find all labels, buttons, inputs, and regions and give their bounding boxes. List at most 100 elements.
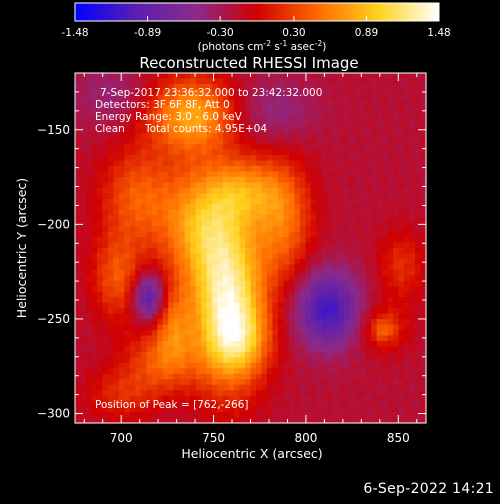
heatmap-cell — [272, 346, 279, 353]
heatmap-cell — [173, 193, 180, 200]
heatmap-cell — [261, 149, 268, 156]
heatmap-cell — [393, 379, 400, 386]
heatmap-cell — [228, 122, 235, 129]
heatmap-cell — [228, 412, 235, 419]
heatmap-cell — [338, 395, 345, 402]
heatmap-cell — [393, 280, 400, 287]
heatmap-cell — [102, 248, 109, 255]
heatmap-cell — [190, 280, 197, 287]
heatmap-cell — [179, 78, 186, 85]
heatmap-cell — [371, 253, 378, 260]
heatmap-cell — [288, 171, 295, 178]
heatmap-cell — [305, 390, 312, 397]
heatmap-cell — [277, 313, 284, 320]
heatmap-cell — [294, 269, 301, 276]
heatmap-cell — [212, 291, 219, 298]
heatmap-cell — [409, 138, 416, 145]
heatmap-cell — [140, 390, 147, 397]
heatmap-cell — [255, 373, 263, 380]
heatmap-cell — [113, 401, 120, 408]
heatmap-cell — [228, 133, 235, 140]
heatmap-cell — [415, 373, 422, 380]
heatmap-cell — [179, 335, 186, 342]
heatmap-cell — [409, 384, 416, 391]
heatmap-cell — [157, 215, 164, 222]
heatmap-cell — [255, 248, 263, 255]
heatmap-cell — [409, 165, 416, 173]
heatmap-cell — [184, 286, 191, 293]
heatmap-cell — [223, 149, 230, 156]
heatmap-cell — [245, 231, 252, 238]
heatmap-cell — [91, 231, 98, 238]
heatmap-cell — [124, 144, 131, 151]
heatmap-cell — [365, 248, 372, 255]
heatmap-cell — [118, 335, 125, 342]
heatmap-cell — [420, 204, 427, 211]
heatmap-cell — [96, 160, 104, 167]
heatmap-cell — [415, 111, 422, 118]
heatmap-cell — [299, 406, 306, 413]
heatmap-cell — [96, 401, 104, 408]
heatmap-cell — [75, 182, 82, 189]
heatmap-cell — [173, 149, 180, 156]
heatmap-cell — [162, 269, 169, 276]
heatmap-cell — [173, 237, 180, 244]
heatmap-cell — [321, 346, 328, 353]
heatmap-cell — [135, 384, 142, 391]
heatmap-cell — [129, 127, 136, 134]
heatmap-cell — [354, 242, 361, 249]
heatmap-cell — [415, 89, 422, 96]
heatmap-cell — [129, 122, 136, 129]
heatmap-cell — [118, 198, 125, 205]
heatmap-cell — [245, 357, 252, 364]
heatmap-cell — [343, 302, 350, 309]
heatmap-cell — [201, 373, 208, 380]
colorbar-tick-label: 1.48 — [427, 27, 450, 39]
heatmap-cell — [140, 155, 147, 162]
heatmap-cell — [398, 94, 405, 101]
heatmap-cell — [107, 138, 114, 145]
heatmap-cell — [223, 237, 230, 244]
heatmap-cell — [118, 291, 125, 298]
heatmap-cell — [157, 390, 164, 397]
heatmap-cell — [250, 231, 257, 238]
heatmap-cell — [261, 379, 268, 386]
heatmap-cell — [305, 176, 312, 183]
heatmap-cell — [234, 237, 241, 244]
heatmap-cell — [277, 264, 284, 271]
heatmap-cell — [338, 351, 345, 358]
heatmap-cell — [266, 324, 274, 331]
heatmap-cell — [255, 275, 263, 282]
heatmap-cell — [382, 362, 389, 369]
heatmap-cell — [173, 319, 180, 326]
heatmap-cell — [184, 133, 191, 140]
heatmap-cell — [343, 111, 350, 118]
heatmap-cell — [305, 133, 312, 140]
heatmap-cell — [91, 368, 98, 375]
heatmap-cell — [261, 100, 268, 107]
heatmap-cell — [387, 100, 394, 107]
heatmap-cell — [305, 286, 312, 293]
heatmap-cell — [354, 248, 361, 255]
heatmap-cell — [129, 373, 136, 380]
heatmap-cell — [157, 313, 164, 320]
heatmap-cell — [310, 417, 317, 424]
heatmap-cell — [184, 269, 191, 276]
heatmap-cell — [343, 78, 350, 85]
heatmap-cell — [91, 286, 98, 293]
heatmap-cell — [162, 362, 169, 369]
heatmap-cell — [371, 330, 378, 337]
heatmap-cell — [239, 330, 246, 337]
heatmap-cell — [245, 165, 252, 173]
heatmap-cell — [387, 384, 394, 391]
heatmap-cell — [288, 319, 295, 326]
heatmap-cell — [239, 275, 246, 282]
colorbar-tick-label: -0.89 — [134, 27, 161, 39]
heatmap-cell — [376, 171, 383, 178]
heatmap-cell — [327, 155, 334, 162]
heatmap-cell — [113, 122, 120, 129]
heatmap-cell — [255, 401, 263, 408]
heatmap-cell — [349, 209, 356, 216]
heatmap-cell — [409, 362, 416, 369]
heatmap-cell — [124, 105, 131, 112]
